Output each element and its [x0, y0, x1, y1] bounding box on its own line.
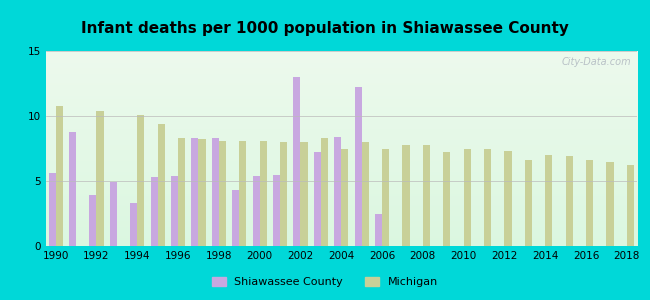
Bar	[504, 151, 512, 246]
Bar	[443, 152, 450, 246]
Bar	[219, 141, 226, 246]
Bar	[321, 138, 328, 246]
Bar	[525, 160, 532, 246]
Bar	[382, 148, 389, 246]
Bar	[566, 156, 573, 246]
Bar	[545, 155, 552, 246]
Bar	[198, 140, 205, 246]
Bar	[300, 142, 307, 246]
Bar	[259, 141, 266, 246]
Bar	[606, 161, 614, 246]
Bar	[171, 176, 178, 246]
Bar	[191, 138, 198, 246]
Bar	[375, 214, 382, 246]
Bar	[252, 176, 259, 246]
Bar	[273, 175, 280, 246]
Bar	[130, 203, 137, 246]
Bar	[627, 165, 634, 246]
Bar	[110, 182, 117, 246]
Text: Infant deaths per 1000 population in Shiawassee County: Infant deaths per 1000 population in Shi…	[81, 21, 569, 36]
Bar	[280, 142, 287, 246]
Legend: Shiawassee County, Michigan: Shiawassee County, Michigan	[208, 272, 442, 291]
Bar	[361, 142, 369, 246]
Bar	[463, 148, 471, 246]
Bar	[402, 145, 410, 246]
Text: City-Data.com: City-Data.com	[562, 57, 631, 67]
Bar	[484, 148, 491, 246]
Bar	[158, 124, 165, 246]
Bar	[178, 138, 185, 246]
Bar	[232, 190, 239, 246]
Bar	[334, 137, 341, 246]
Bar	[293, 77, 300, 246]
Bar	[354, 87, 361, 246]
Bar	[341, 148, 348, 246]
Bar	[56, 106, 63, 246]
Bar	[69, 132, 76, 246]
Bar	[423, 145, 430, 246]
Bar	[586, 160, 593, 246]
Bar	[212, 138, 219, 246]
Bar	[151, 177, 158, 246]
Bar	[314, 152, 321, 246]
Bar	[137, 115, 144, 246]
Bar	[239, 141, 246, 246]
Bar	[49, 173, 56, 246]
Bar	[89, 195, 96, 246]
Bar	[96, 111, 103, 246]
